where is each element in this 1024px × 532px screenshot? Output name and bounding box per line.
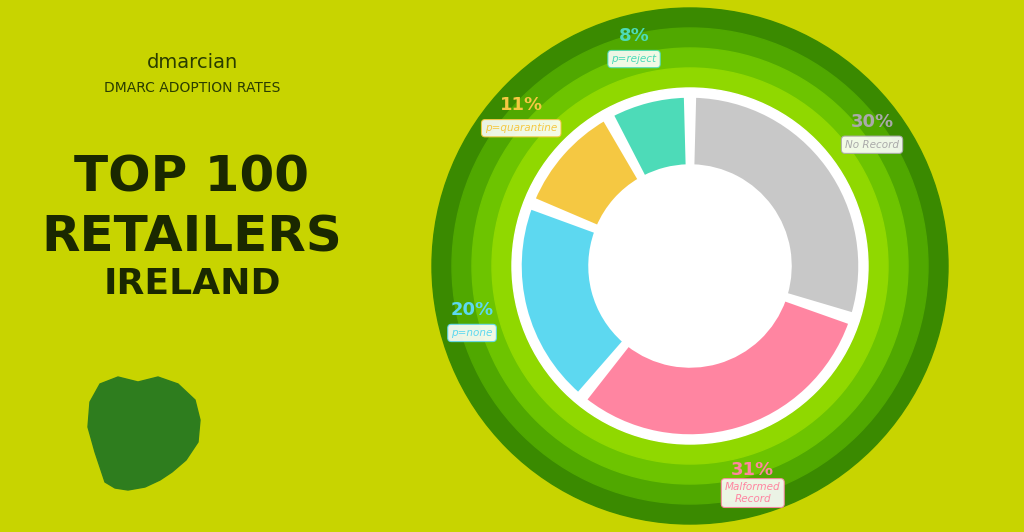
Text: p=none: p=none (452, 328, 493, 338)
Circle shape (492, 68, 888, 464)
Text: IRELAND: IRELAND (103, 267, 281, 301)
Text: p=reject: p=reject (611, 54, 656, 64)
Text: RETAILERS: RETAILERS (42, 213, 342, 261)
Text: No Record: No Record (845, 140, 899, 149)
Text: p=quarantine: p=quarantine (485, 123, 557, 133)
Circle shape (452, 28, 928, 504)
Wedge shape (534, 119, 640, 227)
Circle shape (472, 48, 908, 484)
Text: 8%: 8% (618, 27, 649, 45)
Text: dmarcian: dmarcian (146, 53, 238, 71)
Text: 20%: 20% (451, 301, 494, 319)
Wedge shape (692, 96, 860, 314)
Text: Malformed
Record: Malformed Record (725, 483, 780, 504)
Circle shape (512, 88, 868, 444)
Wedge shape (585, 300, 850, 436)
Wedge shape (520, 207, 625, 394)
Polygon shape (88, 377, 200, 490)
Wedge shape (612, 96, 687, 177)
Text: TOP 100: TOP 100 (75, 153, 309, 201)
Text: 30%: 30% (851, 113, 894, 131)
Text: 11%: 11% (500, 96, 543, 114)
Text: 31%: 31% (731, 461, 774, 479)
Text: DMARC ADOPTION RATES: DMARC ADOPTION RATES (103, 81, 281, 95)
Circle shape (432, 8, 948, 524)
Circle shape (590, 166, 790, 366)
